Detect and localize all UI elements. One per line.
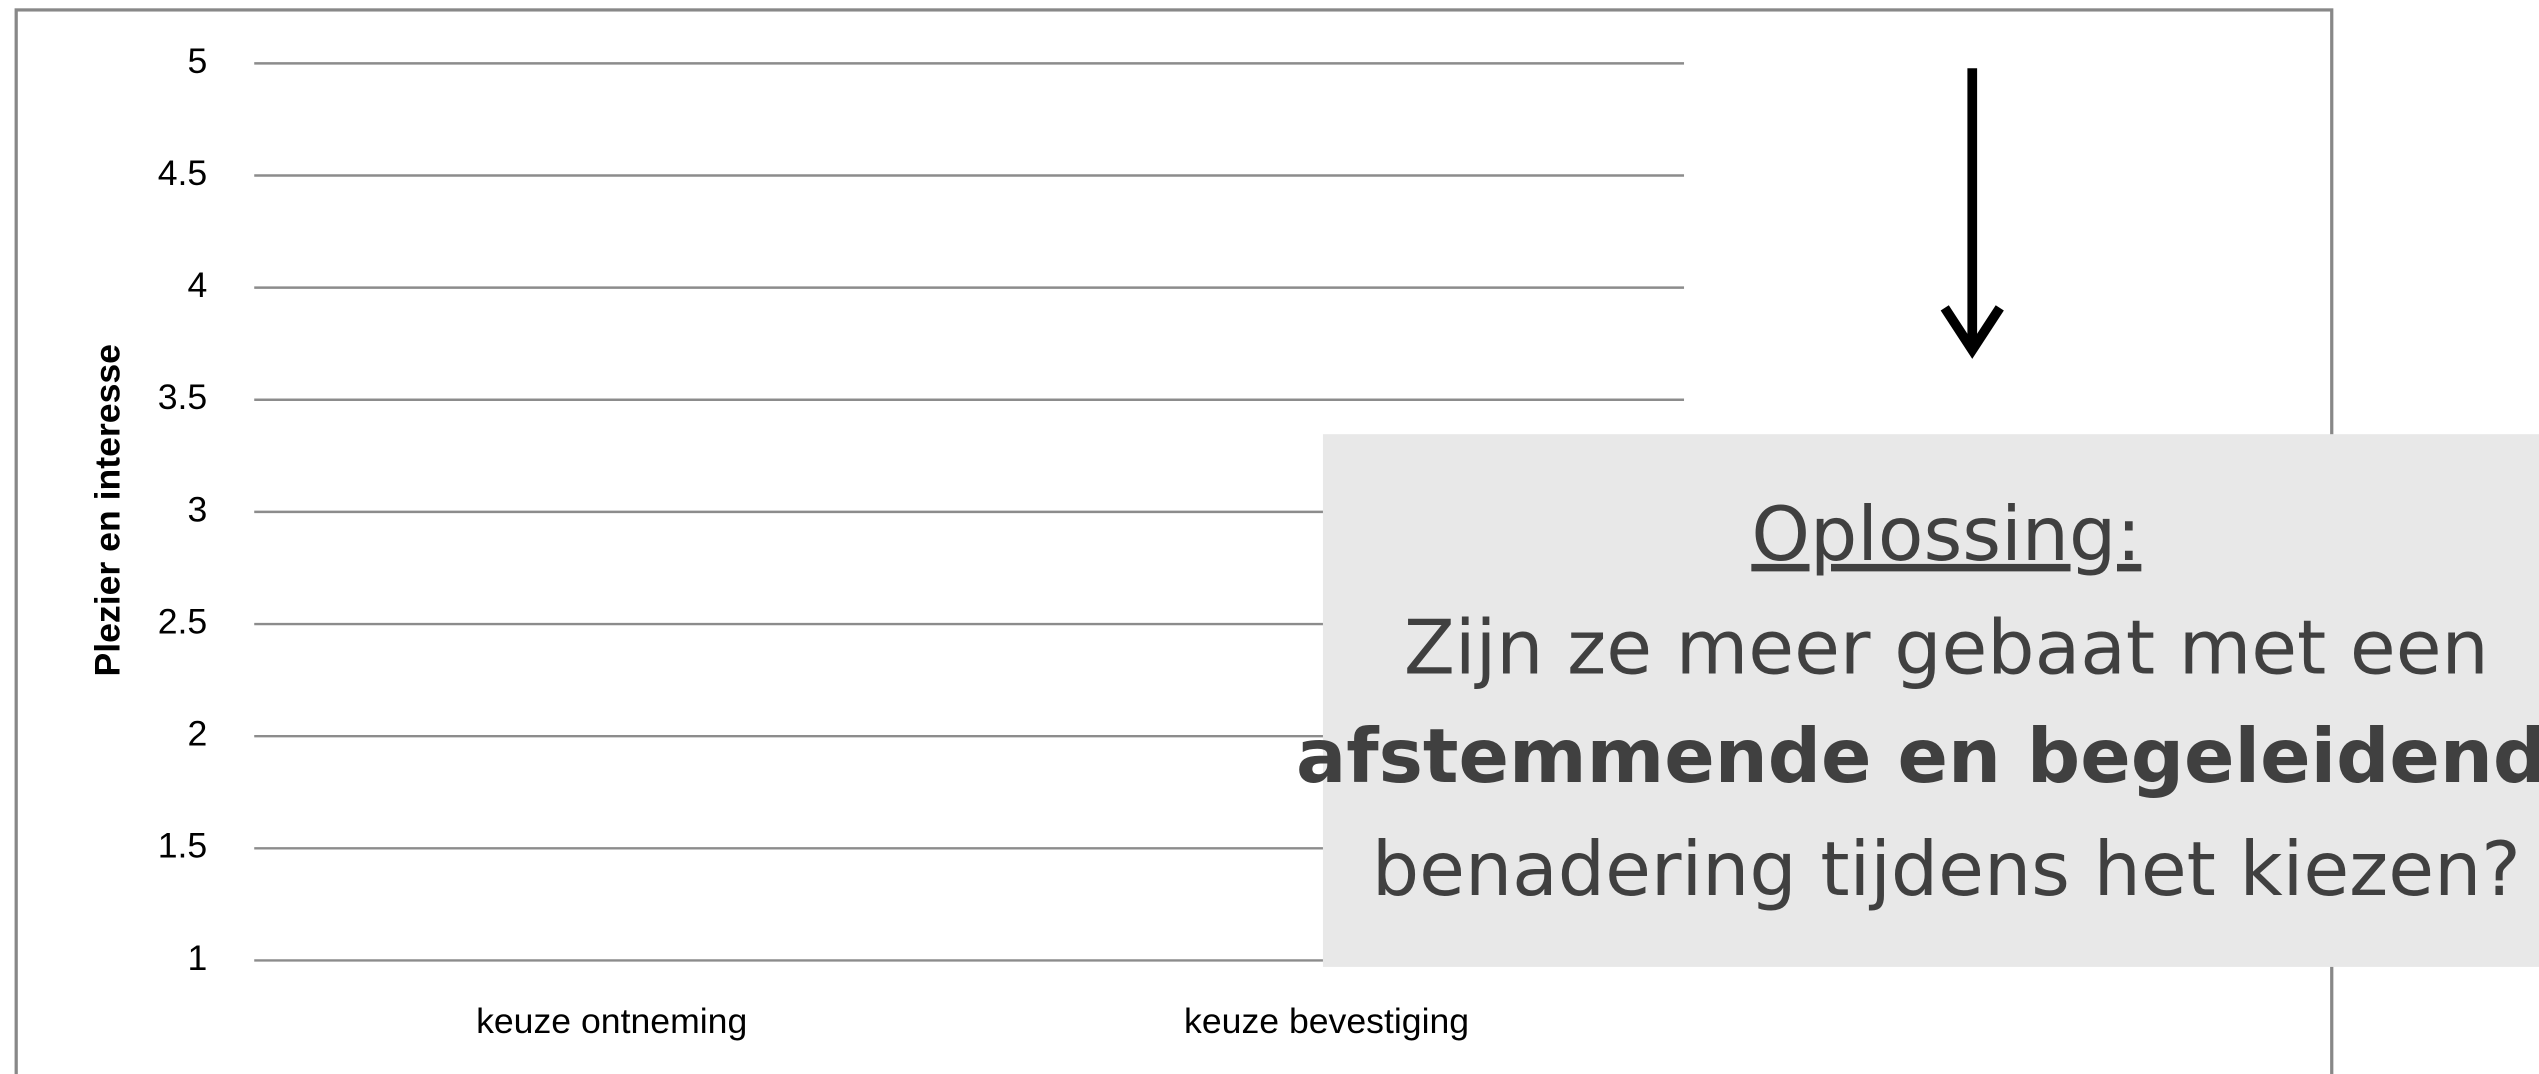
- annotation-box: [1322, 434, 2539, 967]
- y-tick-label: 2: [187, 714, 207, 754]
- arrow-head: [1940, 305, 2004, 359]
- y-tick-label: 3.5: [158, 377, 208, 417]
- x-tick-label: keuze bevestiging: [1184, 1001, 1469, 1041]
- y-axis-label: Plezier en interesse: [88, 344, 128, 677]
- y-tick-label: 5: [187, 41, 207, 81]
- y-tick-label: 1.5: [158, 826, 208, 866]
- y-tick-label: 1: [187, 938, 207, 978]
- x-tick-label: keuze ontneming: [476, 1001, 747, 1041]
- annotation-line: benadering tijdens het kiezen?: [1372, 826, 2521, 913]
- annotation-line: Zijn ze meer gebaat met een: [1404, 604, 2489, 691]
- y-tick-label: 2.5: [158, 601, 208, 641]
- annotation-bold: afstemmende en begeleidende: [1296, 713, 2539, 800]
- y-tick-label: 3: [187, 489, 207, 529]
- y-tick-label: 4.5: [158, 153, 208, 193]
- y-tick-label: 4: [187, 265, 207, 305]
- annotation-heading: Oplossing:: [1751, 491, 2141, 578]
